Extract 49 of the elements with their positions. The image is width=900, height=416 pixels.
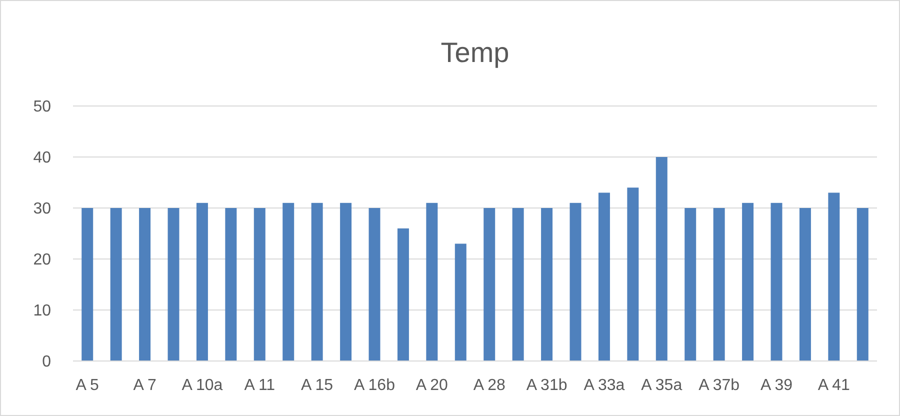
- bar: [684, 208, 696, 361]
- x-tick-label: A 33a: [584, 377, 625, 394]
- bar: [770, 202, 782, 361]
- y-tick-label: 40: [33, 150, 52, 167]
- y-tick-label: 30: [33, 200, 52, 218]
- bar: [139, 208, 151, 361]
- bar: [454, 244, 466, 361]
- bar: [168, 208, 180, 361]
- bar: [828, 192, 840, 361]
- y-tick-label: 50: [33, 98, 52, 116]
- y-tick-label: 20: [33, 252, 52, 269]
- bar: [110, 208, 122, 361]
- bar: [196, 202, 208, 361]
- bar: [225, 208, 237, 361]
- bar: [340, 202, 352, 361]
- bar: [397, 228, 409, 361]
- y-tick-label: 0: [42, 354, 52, 371]
- bar: [541, 208, 553, 361]
- chart-title: Temp: [440, 37, 510, 68]
- bar: [82, 208, 94, 361]
- bar: [311, 202, 323, 361]
- x-tick-label: A 39: [760, 377, 793, 394]
- x-tick-label: A 11: [244, 377, 276, 394]
- bar: [598, 192, 610, 361]
- x-tick-label: A 28: [473, 377, 506, 394]
- x-tick-label: A 16b: [354, 377, 396, 394]
- x-tick-label: A 10a: [182, 377, 223, 394]
- bar: [656, 157, 668, 361]
- bar: [742, 202, 754, 361]
- x-tick-label: A 41: [818, 377, 850, 394]
- bar: [368, 208, 380, 361]
- x-tick-label: A 7: [133, 377, 156, 394]
- bar: [627, 188, 639, 361]
- bar: [570, 202, 582, 361]
- x-tick-label: A 20: [416, 377, 448, 394]
- bar: [713, 208, 725, 361]
- bar: [856, 208, 868, 361]
- x-tick-label: A 5: [76, 377, 100, 394]
- bar: [799, 208, 811, 361]
- bar: [484, 208, 496, 361]
- bar: [426, 202, 438, 361]
- bar: [254, 208, 266, 361]
- bar: [282, 202, 294, 361]
- x-tick-label: A 37b: [698, 377, 740, 394]
- x-tick-label: A 35a: [641, 377, 682, 394]
- bar: [512, 208, 524, 361]
- x-tick-label: A 31b: [526, 377, 568, 394]
- x-tick-label: A 15: [301, 377, 334, 394]
- y-tick-label: 10: [33, 302, 52, 320]
